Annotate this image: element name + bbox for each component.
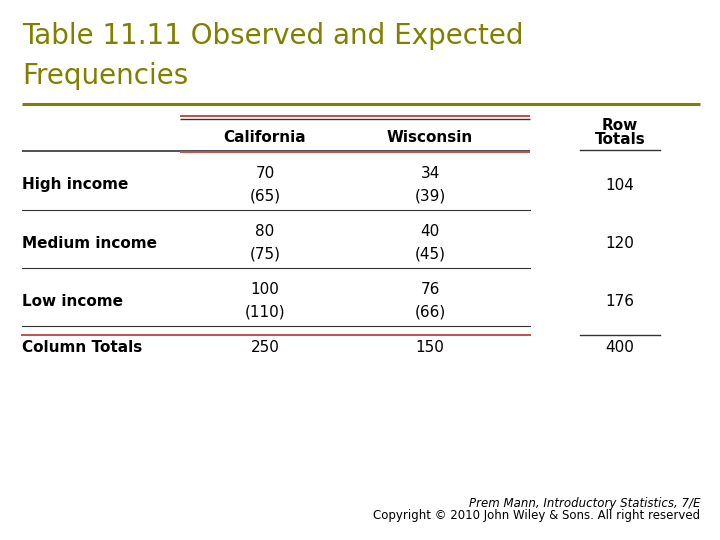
Text: (39): (39)	[415, 188, 446, 204]
Text: 100: 100	[251, 282, 279, 298]
Text: Table 11.11 Observed and Expected: Table 11.11 Observed and Expected	[22, 22, 523, 50]
Text: High income: High income	[22, 178, 128, 192]
Text: Column Totals: Column Totals	[22, 341, 143, 355]
Text: 176: 176	[606, 294, 634, 308]
Text: 40: 40	[420, 225, 440, 240]
Text: 76: 76	[420, 282, 440, 298]
Text: 34: 34	[420, 166, 440, 181]
Text: Totals: Totals	[595, 132, 645, 147]
Text: Wisconsin: Wisconsin	[387, 130, 473, 145]
Text: (45): (45)	[415, 246, 446, 261]
Text: California: California	[224, 130, 306, 145]
Text: (66): (66)	[415, 305, 446, 320]
Text: (65): (65)	[249, 188, 281, 204]
Text: Low income: Low income	[22, 294, 123, 308]
Text: 120: 120	[606, 235, 634, 251]
Text: 400: 400	[606, 341, 634, 355]
Text: 80: 80	[256, 225, 274, 240]
Text: 70: 70	[256, 166, 274, 181]
Text: Prem Mann, Introductory Statistics, 7/E: Prem Mann, Introductory Statistics, 7/E	[469, 497, 700, 510]
Text: Medium income: Medium income	[22, 235, 157, 251]
Text: 104: 104	[606, 178, 634, 192]
Text: (75): (75)	[250, 246, 281, 261]
Text: (110): (110)	[245, 305, 285, 320]
Text: Row: Row	[602, 118, 638, 133]
Text: Copyright © 2010 John Wiley & Sons. All right reserved: Copyright © 2010 John Wiley & Sons. All …	[373, 509, 700, 522]
Text: Frequencies: Frequencies	[22, 62, 188, 90]
Text: 150: 150	[415, 341, 444, 355]
Text: 250: 250	[251, 341, 279, 355]
